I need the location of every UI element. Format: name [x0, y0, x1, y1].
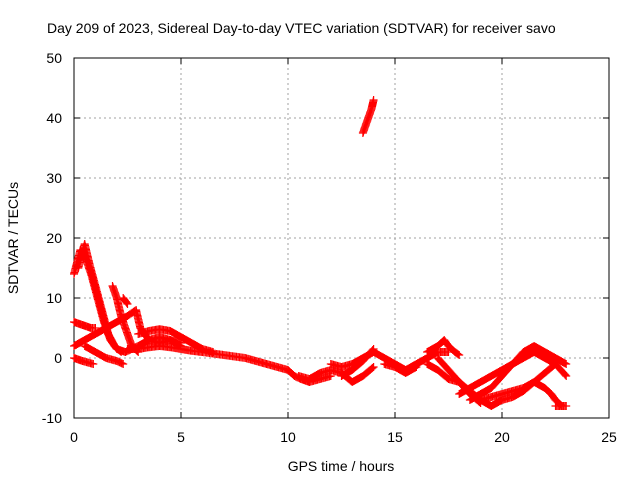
x-tick-label: 5 — [177, 429, 185, 445]
series-track-10 — [134, 325, 218, 356]
data-point-markers — [380, 360, 421, 377]
x-tick-label: 15 — [387, 429, 403, 445]
x-tick-label: 25 — [601, 429, 617, 445]
data-point-markers — [80, 342, 128, 368]
y-tick-label: 10 — [46, 290, 62, 306]
data-point-markers — [423, 336, 464, 359]
series-track-7 — [119, 294, 132, 308]
chart-title: Day 209 of 2023, Sidereal Day-to-day VTE… — [47, 20, 556, 36]
series-track-8 — [80, 342, 128, 368]
y-tick-label: 20 — [46, 230, 62, 246]
x-tick-label: 10 — [280, 429, 296, 445]
data-marks — [70, 96, 571, 410]
data-point-markers — [70, 318, 100, 332]
series-track-27 — [551, 402, 571, 410]
axis-ticks: 0 5 10 15 20 25 -10 0 10 20 30 40 50 — [42, 50, 617, 445]
series-track-23 — [465, 342, 571, 404]
data-point-markers — [358, 96, 378, 137]
data-point-markers — [119, 294, 132, 308]
y-tick-label: 30 — [46, 170, 62, 186]
series-track-4 — [70, 354, 98, 368]
series-track-11 — [144, 333, 185, 350]
x-axis-label: GPS time / hours — [288, 458, 395, 474]
y-tick-label: 0 — [54, 350, 62, 366]
y-tick-label: 40 — [46, 110, 62, 126]
series-track-19 — [423, 336, 464, 359]
y-tick-label: 50 — [46, 50, 62, 66]
x-tick-label: 0 — [70, 429, 78, 445]
series-track-18 — [380, 360, 421, 377]
data-point-markers — [465, 342, 571, 404]
data-point-markers — [144, 333, 185, 350]
data-point-markers — [551, 402, 571, 410]
series-track-16 — [358, 96, 378, 137]
y-tick-label: -10 — [42, 410, 62, 426]
x-tick-label: 20 — [494, 429, 510, 445]
data-point-markers — [134, 325, 218, 356]
data-point-markers — [70, 354, 98, 368]
series-track-5 — [70, 318, 100, 332]
y-axis-label: SDTVAR / TECUs — [5, 182, 21, 294]
